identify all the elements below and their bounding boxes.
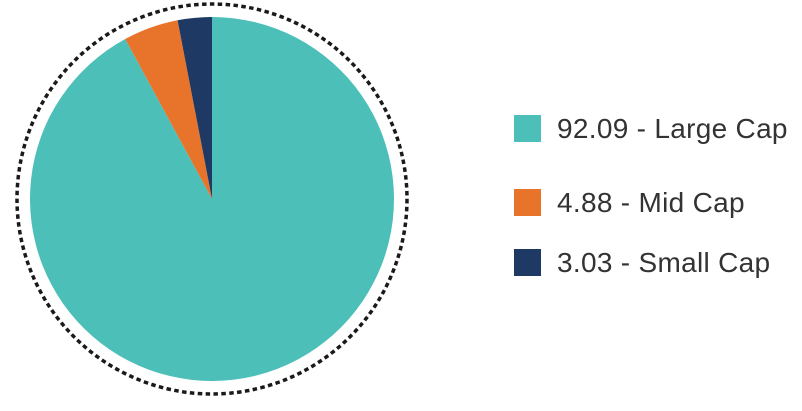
pie-slices <box>29 17 394 381</box>
legend-swatch <box>514 189 541 216</box>
legend-item: 4.88 - Mid Cap <box>514 187 745 218</box>
pie-slice-large-cap <box>29 17 394 381</box>
legend: 92.09 - Large Cap 4.88 - Mid Cap 3.03 - … <box>514 0 802 411</box>
pie-slice-small-cap <box>177 17 212 199</box>
legend-item: 92.09 - Large Cap <box>514 113 788 144</box>
legend-label: 92.09 - Large Cap <box>557 113 788 144</box>
pie-slice-mid-cap <box>125 20 212 199</box>
legend-swatch <box>514 115 541 142</box>
dotted-ring <box>15 2 409 396</box>
legend-label: 4.88 - Mid Cap <box>557 187 745 218</box>
legend-label: 3.03 - Small Cap <box>557 247 771 278</box>
legend-swatch <box>514 249 541 276</box>
pie-chart-svg <box>15 2 409 396</box>
legend-item: 3.03 - Small Cap <box>514 247 771 278</box>
